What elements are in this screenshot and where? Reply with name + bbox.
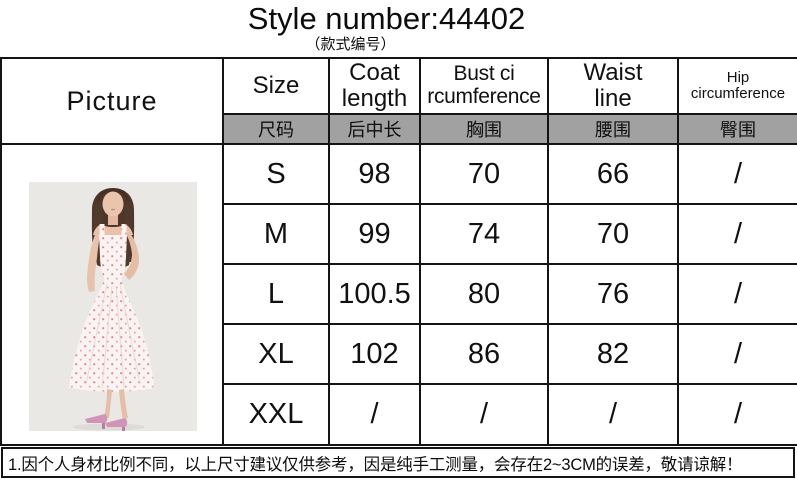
waist-value: 76 — [547, 263, 679, 325]
column-header-hip: Hip circumference — [677, 57, 797, 115]
coat-value: 98 — [328, 143, 421, 205]
coat-value: 100.5 — [328, 263, 421, 325]
header-line: Size — [252, 72, 300, 100]
size-value: L — [222, 263, 330, 325]
header-row-chinese: 尺码 后中长 胸围 腰围 臀围 — [1, 113, 797, 145]
header-line: rcumference — [427, 85, 541, 108]
header-line: Hip — [726, 68, 750, 86]
hair-top — [97, 188, 129, 204]
column-header-size-cn: 尺码 — [222, 113, 330, 145]
size-value: M — [222, 203, 330, 265]
picture-column-header: Picture — [0, 57, 224, 145]
column-header-waist: Waist line — [547, 57, 679, 115]
header-line: Bust ci — [453, 62, 515, 86]
title-block: Style number:44402 （款式编号） — [0, 0, 797, 54]
bust-value: 80 — [419, 263, 549, 325]
page-subtitle: （款式编号） — [305, 36, 396, 53]
leg-right — [119, 389, 128, 419]
strap-right — [121, 224, 127, 237]
coat-value: 102 — [328, 323, 421, 385]
table-row-m: M 99 74 70 / — [1, 203, 797, 265]
shoe-front-heel — [102, 423, 105, 429]
column-header-size: Size — [222, 57, 330, 115]
lips — [111, 208, 115, 211]
model-figure — [69, 188, 154, 431]
column-header-hip-cn: 臀围 — [677, 113, 797, 145]
header-line: circumference — [690, 85, 786, 102]
bodice — [99, 235, 127, 280]
product-photo-cell — [0, 143, 224, 446]
size-table: Picture Size Coat length Bust ci rcumfer… — [0, 57, 797, 446]
product-photo — [29, 182, 197, 431]
hip-value: / — [677, 263, 797, 325]
header-line: line — [594, 85, 632, 112]
table-row-l: L 100.5 80 76 / — [1, 263, 797, 325]
arm-left — [87, 232, 101, 292]
hip-value: / — [677, 383, 797, 446]
bust-value: 74 — [419, 203, 549, 265]
coat-value: / — [328, 383, 421, 446]
hip-value: / — [677, 203, 797, 265]
hip-value: / — [677, 323, 797, 385]
size-value: S — [222, 143, 330, 205]
table-row-s: S 98 70 66 / — [0, 143, 797, 446]
size-value: XL — [222, 323, 330, 385]
table-row-xxl: XXL / / / / — [1, 383, 797, 446]
waist-value: 82 — [547, 323, 679, 385]
header-row-english: Picture Size Coat length Bust ci rcumfer… — [0, 57, 797, 145]
header-line: Coat — [349, 59, 400, 87]
face — [102, 191, 124, 217]
column-header-bust-cn: 胸围 — [419, 113, 549, 145]
column-header-waist-cn: 腰围 — [547, 113, 679, 145]
bust-value: / — [419, 383, 549, 446]
shoe-front — [85, 414, 108, 423]
arm-right — [124, 233, 139, 280]
leg-left — [104, 389, 112, 418]
header-line: Waist — [583, 59, 643, 87]
shoe-back — [105, 418, 128, 427]
size-value: XXL — [222, 383, 330, 446]
skirt-pleats — [85, 283, 141, 389]
hip-value: / — [677, 143, 797, 205]
bust-value: 70 — [419, 143, 549, 205]
waist-value: 70 — [547, 203, 679, 265]
column-header-coat-length: Coat length — [328, 57, 421, 115]
page-title: Style number:44402 — [247, 1, 526, 36]
neck — [108, 212, 118, 225]
bust-value: 86 — [419, 323, 549, 385]
column-header-coat-cn: 后中长 — [328, 113, 421, 145]
table-row-xl: XL 102 86 82 / — [1, 323, 797, 385]
strap-left — [99, 224, 105, 237]
waist-value: / — [547, 383, 679, 446]
waist-value: 66 — [547, 143, 679, 205]
coat-value: 99 — [328, 203, 421, 265]
column-header-bust: Bust ci rcumference — [419, 57, 549, 115]
shoe-back-heel — [122, 427, 125, 431]
header-line: length — [341, 85, 408, 112]
disclaimer-note: 1.因个人身材比例不同，以上尺寸建议仅供参考，因是纯手工测量，会存在2~3CM的… — [1, 447, 795, 478]
